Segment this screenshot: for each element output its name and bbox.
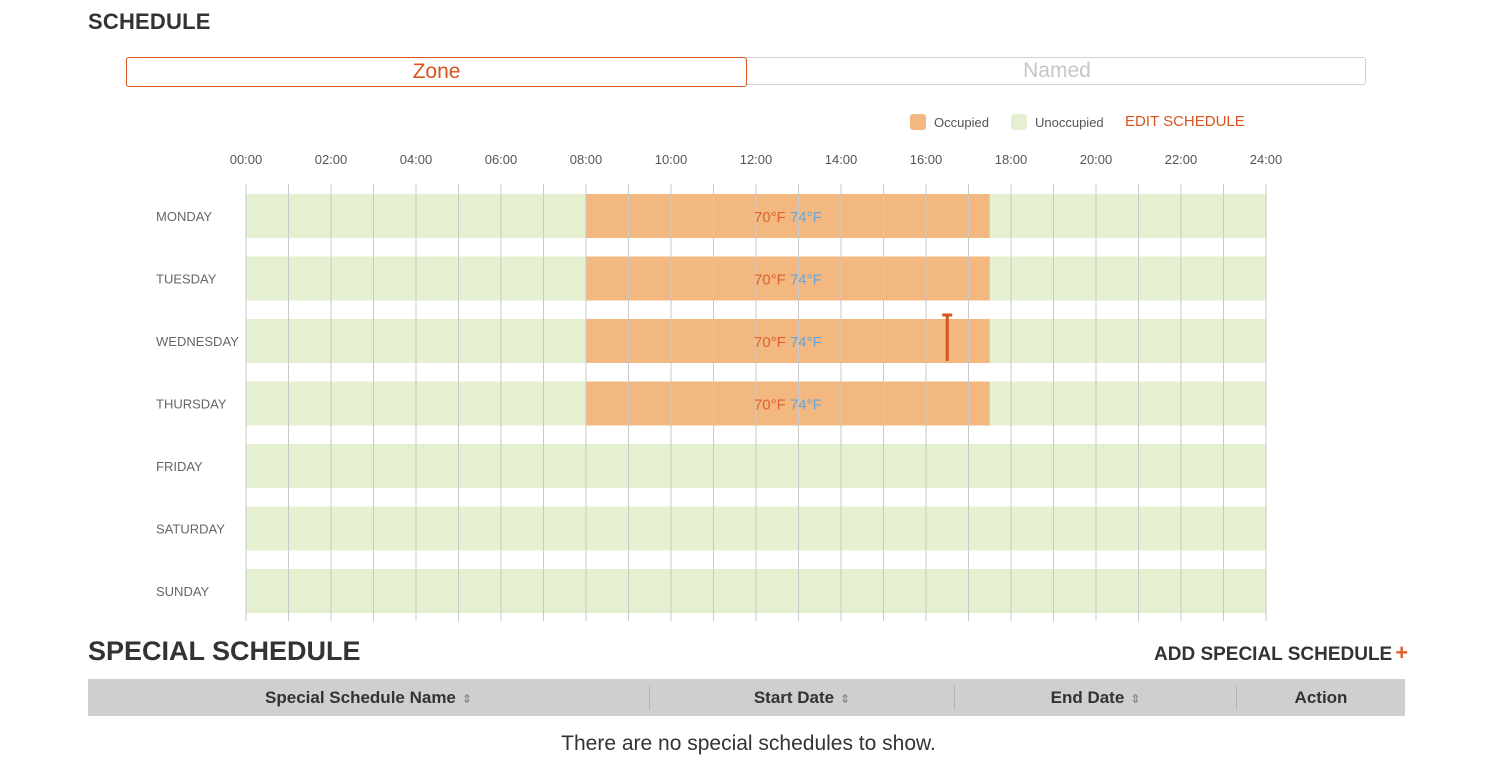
- column-divider: [954, 685, 955, 710]
- setpoint-label: 70°F 74°F: [754, 334, 822, 351]
- add-special-schedule-button[interactable]: ADD SPECIAL SCHEDULE +: [1154, 640, 1408, 666]
- day-label: MONDAY: [156, 209, 212, 224]
- column-header-end-date[interactable]: End Date ⇕: [955, 679, 1236, 716]
- edit-schedule-link[interactable]: EDIT SCHEDULE: [1125, 113, 1245, 130]
- cool-setpoint: 74°F: [786, 334, 822, 351]
- x-tick-label: 04:00: [400, 152, 433, 167]
- day-label: FRIDAY: [156, 459, 203, 474]
- column-header-action: Action: [1294, 688, 1348, 707]
- add-special-schedule-label: ADD SPECIAL SCHEDULE: [1154, 644, 1393, 665]
- day-label: WEDNESDAY: [156, 334, 239, 349]
- x-tick-label: 16:00: [910, 152, 943, 167]
- day-label: THURSDAY: [156, 397, 227, 412]
- schedule-type-toggle: Zone Named: [126, 57, 1366, 87]
- column-header-name[interactable]: Special Schedule Name ⇕: [88, 679, 649, 716]
- occupied-bar: [586, 381, 990, 426]
- x-tick-label: 18:00: [995, 152, 1028, 167]
- tab-zone[interactable]: Zone: [126, 57, 747, 87]
- column-end-date-label: End Date: [1050, 688, 1125, 707]
- cool-setpoint: 74°F: [786, 397, 822, 414]
- schedule-chart: 00:00 02:00 04:00 06:00 08:00 10:00 12:00 14:00…: [156, 152, 1283, 621]
- setpoint-label: 70°F 74°F: [754, 397, 822, 414]
- schedule-title: SCHEDULE: [88, 9, 211, 34]
- heat-setpoint: 70°F: [754, 397, 786, 414]
- setpoint-label: 70°F 74°F: [754, 272, 822, 289]
- x-tick-label: 10:00: [655, 152, 688, 167]
- x-tick-label: 12:00: [740, 152, 773, 167]
- setpoint-label: 70°F 74°F: [754, 209, 822, 226]
- heat-setpoint: 70°F: [754, 334, 786, 351]
- column-divider: [1236, 685, 1237, 710]
- column-header-start-date[interactable]: Start Date ⇕: [650, 679, 954, 716]
- empty-table-message: There are no special schedules to show.: [561, 732, 936, 755]
- x-tick-label: 20:00: [1080, 152, 1113, 167]
- cool-setpoint: 74°F: [786, 272, 822, 289]
- cool-setpoint: 74°F: [786, 209, 822, 226]
- column-divider: [649, 685, 650, 710]
- occupied-bar: [586, 256, 990, 301]
- legend-occupied-label: Occupied: [934, 115, 989, 130]
- legend-unoccupied-label: Unoccupied: [1035, 115, 1104, 130]
- tab-named[interactable]: Named: [1023, 59, 1091, 82]
- x-tick-label: 14:00: [825, 152, 858, 167]
- x-tick-label: 22:00: [1165, 152, 1198, 167]
- heat-setpoint: 70°F: [754, 272, 786, 289]
- day-label: TUESDAY: [156, 272, 217, 287]
- occupied-bar: [586, 194, 990, 238]
- x-tick-label: 06:00: [485, 152, 518, 167]
- column-start-date-label: Start Date: [753, 688, 835, 707]
- x-tick-label: 08:00: [570, 152, 603, 167]
- special-schedule-title: SPECIAL SCHEDULE: [88, 636, 361, 666]
- sort-icon: ⇕: [1130, 692, 1141, 706]
- day-label: SUNDAY: [156, 584, 210, 599]
- x-tick-label: 02:00: [315, 152, 348, 167]
- day-label: SATURDAY: [156, 522, 225, 537]
- x-tick-label: 24:00: [1250, 152, 1283, 167]
- occupied-bar: [586, 319, 990, 363]
- unoccupied-swatch: [1011, 114, 1027, 130]
- x-tick-label: 00:00: [230, 152, 263, 167]
- sort-icon: ⇕: [840, 692, 851, 706]
- special-schedule-table-header: Special Schedule Name ⇕ Start Date ⇕ End D…: [88, 679, 1405, 716]
- occupied-swatch: [910, 114, 926, 130]
- plus-icon: +: [1395, 640, 1409, 665]
- heat-setpoint: 70°F: [754, 209, 786, 226]
- sort-icon: ⇕: [461, 692, 472, 706]
- column-name-label: Special Schedule Name: [265, 688, 456, 707]
